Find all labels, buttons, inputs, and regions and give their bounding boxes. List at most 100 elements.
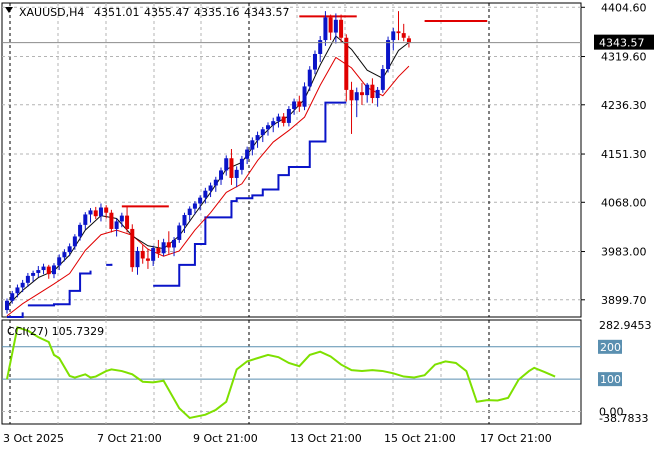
- candle-body: [36, 270, 41, 273]
- cci-axis-label: -38.7833: [599, 412, 648, 425]
- cci-level-lines: [2, 346, 581, 380]
- cci-axis-label: 0.00: [599, 405, 624, 418]
- price-axis-label: 4151.30: [601, 148, 647, 161]
- price-tag: 4343.57: [594, 34, 654, 50]
- open-value: 4351.01: [94, 6, 140, 19]
- candle-body: [213, 179, 218, 186]
- time-axis-label: 17 Oct 21:00: [480, 432, 552, 445]
- cci-line: [6, 326, 556, 420]
- candle-body: [318, 40, 323, 54]
- cci-pane[interactable]: CCI(27) 105.7329: [1, 319, 582, 425]
- candle-body: [323, 17, 328, 41]
- price-axis-label: 4404.60: [601, 1, 647, 14]
- candle-body: [339, 19, 344, 38]
- candle-body: [10, 293, 15, 301]
- price-pane-frame: [1, 2, 582, 318]
- candle-body: [51, 265, 56, 275]
- candle-body: [88, 210, 93, 215]
- candle-body: [276, 116, 281, 122]
- candle-body: [365, 84, 370, 96]
- candle-body: [98, 207, 103, 217]
- stop-line-segment: [106, 263, 113, 266]
- resistance-lines: [121, 15, 488, 208]
- candle-body: [182, 215, 187, 226]
- candle-body: [156, 248, 161, 254]
- price-axis-label: 4319.60: [601, 51, 647, 64]
- candle-body: [145, 258, 150, 261]
- candle-body: [62, 252, 67, 258]
- candle-body: [375, 89, 380, 99]
- cci-axis-label: 200: [600, 341, 621, 354]
- candle-body: [135, 250, 140, 268]
- candle-body: [219, 170, 224, 180]
- candle-body: [172, 239, 177, 248]
- candle-body: [224, 158, 229, 171]
- cci-axis: 282.9453 200 100 0.00-38.7833: [598, 319, 652, 425]
- candle-body: [380, 69, 385, 90]
- candle-body: [140, 250, 145, 259]
- candle-body: [344, 37, 349, 90]
- candle-body: [292, 101, 297, 110]
- stop-line-segment: [153, 101, 347, 287]
- candle-body: [177, 225, 182, 240]
- candle-body: [260, 129, 265, 136]
- candle-body: [401, 33, 406, 38]
- cci-level-tag: [598, 372, 622, 387]
- candle-body: [386, 40, 391, 70]
- price-tag-label: 4343.57: [599, 37, 645, 50]
- candle-body: [370, 84, 375, 99]
- cci-pane-frame: [1, 319, 582, 425]
- cci-axis-label: 100: [600, 373, 621, 386]
- candle-body: [109, 212, 114, 229]
- candle-body: [57, 257, 62, 266]
- price-axis-label: 3983.00: [601, 246, 647, 259]
- candle-body: [104, 207, 109, 213]
- candle-body: [391, 31, 396, 41]
- price-tag-box: [594, 34, 654, 50]
- collapse-triangle-icon[interactable]: [5, 7, 13, 13]
- candle-body: [245, 149, 250, 159]
- candle-body: [406, 38, 411, 43]
- time-axis-label: 13 Oct 21:00: [290, 432, 362, 445]
- candle-body: [161, 242, 166, 254]
- price-grid: [2, 3, 581, 317]
- candle-body: [349, 89, 354, 101]
- candle-body: [93, 210, 98, 217]
- stop-line-segment: [7, 312, 24, 318]
- candle-body: [83, 214, 88, 225]
- candle-body: [250, 140, 255, 150]
- price-axis: 4404.60 4319.60 4236.30 4151.30 4068.00 3983.…: [581, 1, 647, 307]
- candle-body: [354, 92, 359, 101]
- candle-body: [114, 221, 119, 229]
- candle-body: [286, 109, 291, 123]
- candle-body: [41, 266, 46, 271]
- candlesticks: [5, 11, 411, 314]
- price-pane[interactable]: [1, 2, 582, 318]
- candle-body: [46, 266, 51, 275]
- time-axis: 3 Oct 2025 7 Oct 21:00 9 Oct 21:00 13 Oct 2…: [3, 432, 552, 445]
- candle-body: [307, 69, 312, 87]
- chart-header: XAUUSD,H4 4351.01 4355.47 4335.16 4343.5…: [5, 6, 290, 19]
- price-axis-label: 3899.70: [601, 294, 647, 307]
- candle-body: [396, 31, 401, 34]
- price-axis-label: 4068.00: [601, 196, 647, 209]
- trailing-stop-line: [7, 101, 347, 318]
- candle-body: [119, 215, 124, 222]
- symbol-label: XAUUSD,H4: [19, 6, 84, 19]
- candle-body: [72, 236, 77, 247]
- candle-body: [15, 287, 20, 294]
- candle-body: [229, 158, 234, 178]
- candle-body: [78, 224, 83, 237]
- candle-body: [208, 185, 213, 191]
- candle-body: [302, 86, 307, 107]
- candle-body: [203, 190, 208, 198]
- candle-body: [192, 203, 197, 209]
- candle-body: [31, 272, 36, 276]
- candle-body: [151, 248, 156, 261]
- cci-grid: [2, 320, 581, 424]
- price-axis-label: 4236.30: [601, 99, 647, 112]
- candle-body: [20, 282, 25, 288]
- candle-body: [198, 197, 203, 204]
- close-value: 4343.57: [244, 6, 290, 19]
